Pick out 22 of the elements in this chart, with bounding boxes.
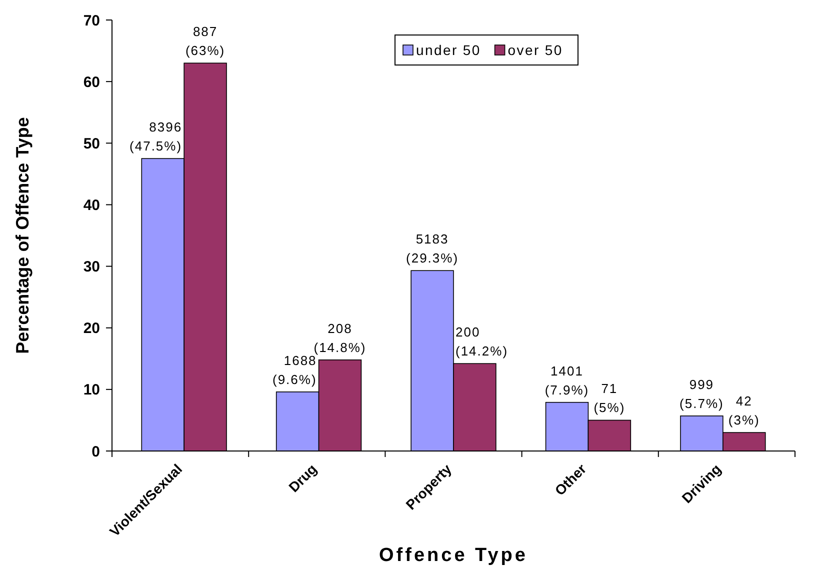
legend-label: under 50 (416, 42, 481, 58)
data-label: 208 (14.8%) (314, 320, 366, 355)
y-tick-label: 10 (83, 382, 100, 399)
data-label: 71 (5%) (594, 381, 626, 416)
y-tick-label: 20 (83, 320, 100, 338)
y-tick-label: 40 (83, 196, 100, 214)
y-tick-label: 30 (83, 258, 100, 276)
data-label: 999 (5.7%) (680, 376, 724, 411)
data-label: 42 (3%) (728, 394, 760, 428)
y-tick-label: 50 (83, 135, 100, 152)
y-axis-title: Percentage of Offence Type (12, 117, 32, 354)
y-tick-label: 60 (83, 74, 100, 91)
legend-label: over 50 (508, 42, 563, 58)
data-label: 1688 (9.6%) (272, 352, 317, 387)
data-label: 8396 (47.5%) (130, 120, 182, 154)
x-axis-title: Offence Type (379, 545, 528, 566)
y-tick-label: 70 (83, 12, 100, 30)
data-label: 887 (63%) (185, 24, 226, 58)
data-label: 5183 (29.3%) (406, 232, 459, 266)
y-tick-label: 0 (92, 443, 100, 460)
data-label: 1401 (7.9%) (544, 363, 590, 398)
data-label: 200 (14.2%) (456, 324, 508, 359)
